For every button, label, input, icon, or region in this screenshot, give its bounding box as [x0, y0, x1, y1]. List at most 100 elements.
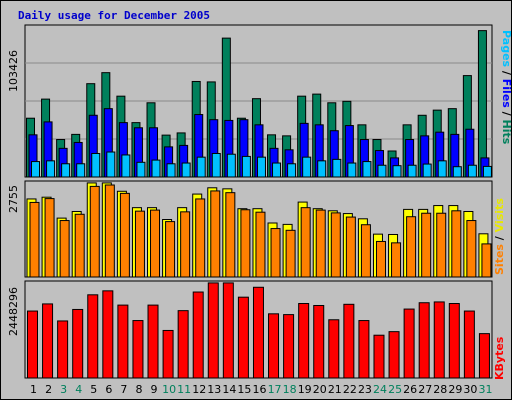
kbytes-bar: [463, 310, 475, 379]
kbytes-bar: [192, 291, 204, 379]
day-label: 29: [448, 383, 462, 396]
kbytes-bar: [87, 294, 99, 379]
sites-bar: [451, 210, 462, 278]
legend-separator: /: [500, 67, 512, 79]
kbytes-bar: [448, 303, 460, 379]
kbytes-bar: [237, 296, 249, 379]
sites-bar: [315, 209, 326, 278]
day-label: 13: [207, 383, 221, 396]
sites-bar: [89, 185, 100, 278]
legend-hits-label: Hits: [500, 120, 512, 145]
sites-bar: [44, 198, 55, 278]
pages-bar: [437, 160, 447, 178]
day-label: 19: [298, 383, 312, 396]
kbytes-bar: [328, 319, 340, 379]
sites-bar: [134, 210, 145, 278]
sites-bar: [59, 220, 70, 278]
sites-bar: [180, 211, 191, 278]
day-label: 23: [358, 383, 372, 396]
sites-bar: [345, 216, 356, 278]
kbytes-bar: [27, 310, 38, 379]
y-max-label-hits: 103426: [7, 50, 20, 92]
sites-bar: [421, 212, 432, 278]
kbytes-bar: [283, 314, 295, 379]
kbytes-bar: [102, 290, 114, 379]
pages-bar: [61, 163, 71, 178]
pages-bar: [181, 162, 191, 178]
sites-bar: [225, 192, 236, 278]
day-label: 16: [253, 383, 267, 396]
sites-bar: [406, 216, 417, 278]
kbytes-bar: [268, 313, 280, 379]
legend-files-label: Files: [500, 79, 512, 109]
pages-bar: [302, 156, 312, 178]
pages-bar: [151, 159, 161, 178]
day-label: 31: [478, 383, 492, 396]
pages-bar: [377, 164, 387, 178]
day-label: 26: [403, 383, 417, 396]
pages-bar: [121, 154, 131, 178]
day-label: 25: [388, 383, 402, 396]
pages-bar: [347, 162, 357, 178]
pages-bar: [136, 161, 146, 178]
day-label: 11: [177, 383, 191, 396]
pages-bar: [46, 160, 56, 178]
y-max-label-kbytes: 2448296: [7, 287, 20, 336]
day-label: 4: [75, 383, 82, 396]
kbytes-bar: [162, 329, 174, 379]
sites-bar: [104, 184, 115, 278]
sites-bar: [255, 211, 266, 278]
pages-bar: [31, 161, 40, 178]
kbytes-bar: [418, 302, 430, 379]
sites-bar: [360, 224, 371, 278]
day-label: 21: [328, 383, 342, 396]
legend-kbytes: KBytes: [493, 336, 506, 380]
pages-bar: [317, 160, 327, 178]
day-label: 1: [30, 383, 37, 396]
day-label: 2: [45, 383, 52, 396]
kbytes-bar: [298, 303, 310, 379]
sites-bar: [29, 201, 40, 278]
pages-bar: [256, 156, 266, 178]
day-label: 12: [192, 383, 206, 396]
legend-sites-label: Sites: [493, 244, 506, 275]
kbytes-bar: [147, 304, 159, 379]
day-label: 18: [283, 383, 297, 396]
pages-bar: [362, 161, 372, 178]
legend-separator: /: [493, 232, 506, 244]
pages-bar: [211, 152, 221, 178]
pages-bar: [76, 163, 86, 178]
pages-bar: [272, 162, 282, 178]
sites-bar: [240, 209, 251, 278]
day-label: 20: [313, 383, 327, 396]
pages-bar: [392, 165, 402, 178]
pages-bar: [226, 153, 236, 178]
kbytes-bar: [478, 333, 490, 379]
pages-bar: [196, 156, 206, 178]
day-label: 7: [120, 383, 127, 396]
kbytes-bar: [222, 282, 234, 379]
day-label: 5: [90, 383, 97, 396]
day-label: 15: [237, 383, 251, 396]
kbytes-bar: [57, 320, 69, 379]
legend-kbytes-label: KBytes: [493, 336, 506, 380]
day-label: 9: [151, 383, 158, 396]
legend-separator: /: [500, 108, 512, 120]
kbytes-bar: [252, 286, 264, 379]
kbytes-bar: [403, 308, 415, 379]
kbytes-bar: [72, 308, 84, 379]
sites-bar: [330, 212, 341, 278]
kbytes-bar: [373, 334, 385, 379]
pages-bar: [467, 164, 477, 178]
legend-visits-label: Visits: [493, 198, 506, 233]
pages-bar: [407, 164, 417, 178]
kbytes-bar: [433, 301, 445, 379]
pages-bar: [106, 151, 116, 178]
pages-bar: [482, 165, 492, 178]
legend-hits-files-pages: Pages / Files / Hits: [500, 30, 512, 145]
kbytes-bar: [132, 320, 144, 379]
day-label: 27: [418, 383, 432, 396]
y-max-label-visits: 2755: [7, 185, 20, 213]
sites-bar: [375, 240, 386, 278]
